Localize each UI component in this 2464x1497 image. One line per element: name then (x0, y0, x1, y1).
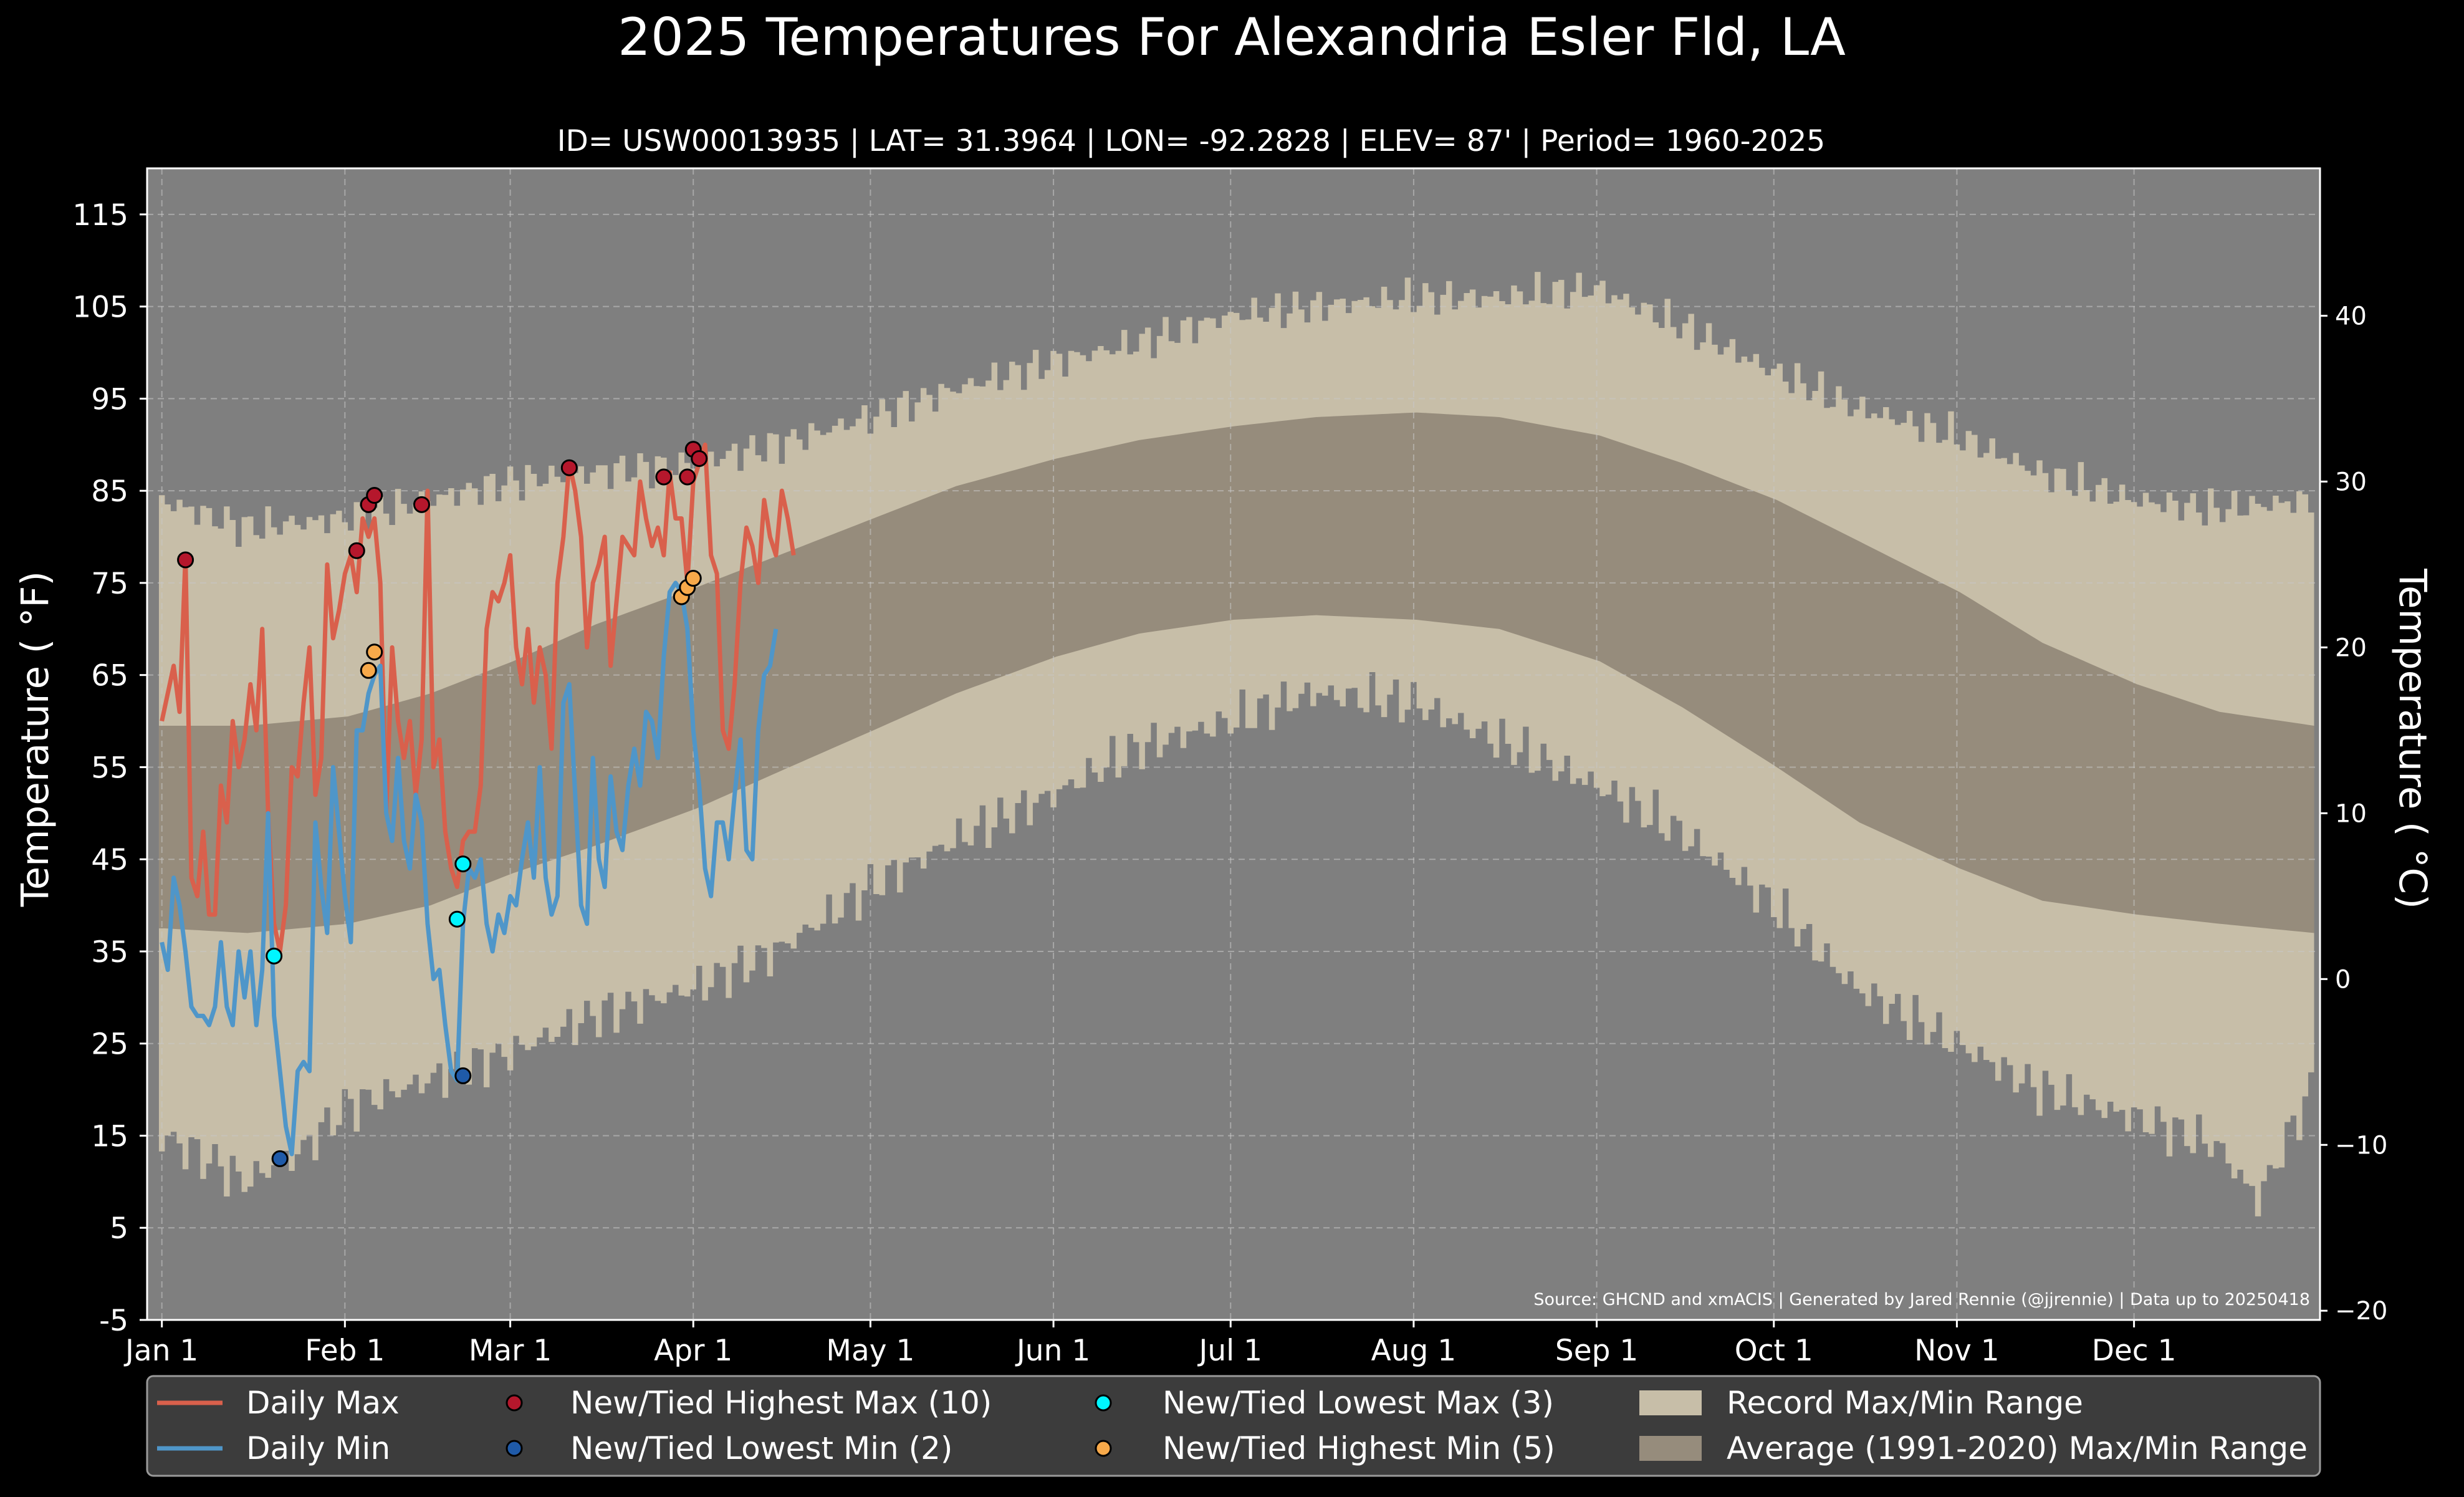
record-marker (271, 1150, 289, 1167)
y-tick-label: -5 (99, 1304, 128, 1338)
y2-tick-label: 20 (2335, 633, 2367, 662)
y2-tick-label: −20 (2335, 1297, 2387, 1326)
y-tick-label: 75 (91, 567, 128, 601)
y-tick-label: 95 (91, 382, 128, 416)
record-marker (366, 487, 383, 504)
record-marker (448, 910, 466, 928)
y-tick-label: 105 (72, 291, 128, 325)
legend-label: Daily Max (246, 1385, 400, 1421)
legend-swatch (1095, 1394, 1112, 1412)
y2-tick-label: 30 (2335, 468, 2367, 496)
y-tick-label: 65 (91, 659, 128, 693)
record-marker (266, 947, 283, 965)
x-tick-label: Jan 1 (123, 1334, 198, 1368)
record-marker (177, 551, 194, 569)
x-tick-label: Jul 1 (1197, 1334, 1262, 1368)
y2-tick-label: −10 (2335, 1131, 2387, 1160)
y-tick-label: 85 (91, 474, 128, 509)
y-tick-label: 5 (110, 1211, 128, 1246)
x-tick-label: Dec 1 (2092, 1334, 2177, 1368)
plot-area: -5 5 15 25 35 45 55 65 75 85 95 105 115 −20 −10 0 10 20 30… (72, 167, 2387, 1368)
series-line-daily-max (160, 442, 796, 954)
x-tick-label: Sep 1 (1555, 1334, 1638, 1368)
record-marker (366, 643, 383, 661)
x-tick-label: Jun 1 (1015, 1334, 1090, 1368)
record-marker (348, 542, 365, 559)
record-marker (691, 450, 708, 467)
legend-label: New/Tied Highest Min (5) (1162, 1430, 1555, 1466)
average-range-band (158, 412, 2314, 933)
source-note: Source: GHCND and xmACIS | Generated by … (1533, 1290, 2310, 1309)
legend-label: New/Tied Lowest Max (3) (1162, 1385, 1554, 1421)
chart-subtitle: ID= USW00013935 | LAT= 31.3964 | LON= -9… (557, 124, 1825, 158)
x-tick-label: Aug 1 (1371, 1334, 1457, 1368)
legend-label: New/Tied Highest Max (10) (570, 1385, 992, 1421)
x-tick-label: Nov 1 (1914, 1334, 2000, 1368)
record-marker (679, 468, 696, 486)
record-marker (684, 570, 702, 587)
legend-label: New/Tied Lowest Min (2) (570, 1430, 952, 1466)
x-tick-label: Oct 1 (1735, 1334, 1813, 1368)
legend-swatch (1639, 1390, 1702, 1415)
legend-box (146, 1375, 2321, 1477)
y-tick-label: 35 (91, 935, 128, 970)
legend-swatch (506, 1394, 523, 1412)
record-marker (454, 855, 472, 873)
y-tick-label: 25 (91, 1028, 128, 1062)
y2-tick-label: 0 (2335, 965, 2351, 994)
y2-tick-label: 40 (2335, 302, 2367, 330)
x-tick-label: Mar 1 (469, 1334, 552, 1368)
legend: Daily Max Daily Min New/Tied Highest Max (… (146, 1375, 2321, 1477)
x-tick-label: May 1 (826, 1334, 914, 1368)
y-tick-label: 115 (72, 198, 128, 233)
y2-tick-label: 10 (2335, 799, 2367, 828)
record-marker (560, 459, 578, 476)
y-axis-label-left: Temperature ( °F) (13, 571, 57, 907)
record-marker (454, 1067, 472, 1084)
legend-label: Daily Min (246, 1430, 390, 1466)
x-tick-label: Feb 1 (305, 1334, 385, 1368)
plot-frame (146, 167, 2321, 1321)
y-tick-label: 15 (91, 1119, 128, 1153)
record-marker (360, 662, 377, 679)
record-marker (413, 496, 430, 513)
legend-swatch (506, 1440, 523, 1457)
legend-label: Record Max/Min Range (1727, 1385, 2083, 1421)
x-tick-label: Apr 1 (654, 1334, 732, 1368)
legend-swatch (1095, 1440, 1112, 1457)
y-tick-label: 45 (91, 843, 128, 877)
legend-label: Average (1991-2020) Max/Min Range (1727, 1430, 2308, 1466)
y-axis-label-right: Temperature ( °C) (2390, 568, 2435, 909)
chart-title: 2025 Temperatures For Alexandria Esler F… (618, 7, 1846, 67)
legend-swatch (1639, 1436, 1702, 1461)
record-marker (655, 468, 673, 486)
y-tick-label: 55 (91, 751, 128, 785)
